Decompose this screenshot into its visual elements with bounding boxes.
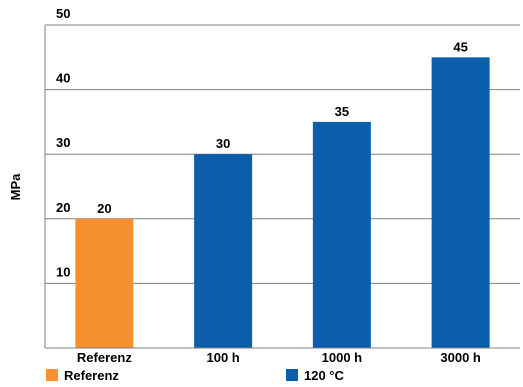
category-label: 100 h (207, 350, 240, 365)
y-tick-labels: 10 20 30 40 50 (56, 6, 70, 279)
data-label: 20 (97, 201, 111, 216)
category-label: 1000 h (322, 350, 363, 365)
legend-swatch (46, 369, 58, 381)
bar-1000-h (312, 121, 371, 349)
bar-referenz (75, 218, 134, 348)
category-label: Referenz (77, 350, 132, 365)
legend-label: 120 °C (304, 368, 345, 383)
data-label: 35 (335, 104, 349, 119)
data-label: 30 (216, 136, 230, 151)
y-tick-label: 10 (56, 264, 70, 279)
data-labels: 20 30 35 45 (97, 39, 468, 216)
y-tick-label: 20 (56, 200, 70, 215)
bar-100-h (194, 154, 253, 348)
bars (75, 57, 490, 349)
category-label: 3000 h (440, 350, 481, 365)
y-tick-label: 50 (56, 6, 70, 21)
y-tick-label: 30 (56, 135, 70, 150)
data-label: 45 (453, 39, 467, 54)
legend: Referenz 120 °C (46, 368, 345, 383)
category-labels: Referenz 100 h 1000 h 3000 h (77, 350, 481, 365)
legend-label: Referenz (64, 368, 119, 383)
bar-3000-h (431, 57, 490, 349)
y-tick-label: 40 (56, 71, 70, 86)
y-axis-label: MPa (8, 173, 23, 201)
legend-swatch (286, 369, 298, 381)
